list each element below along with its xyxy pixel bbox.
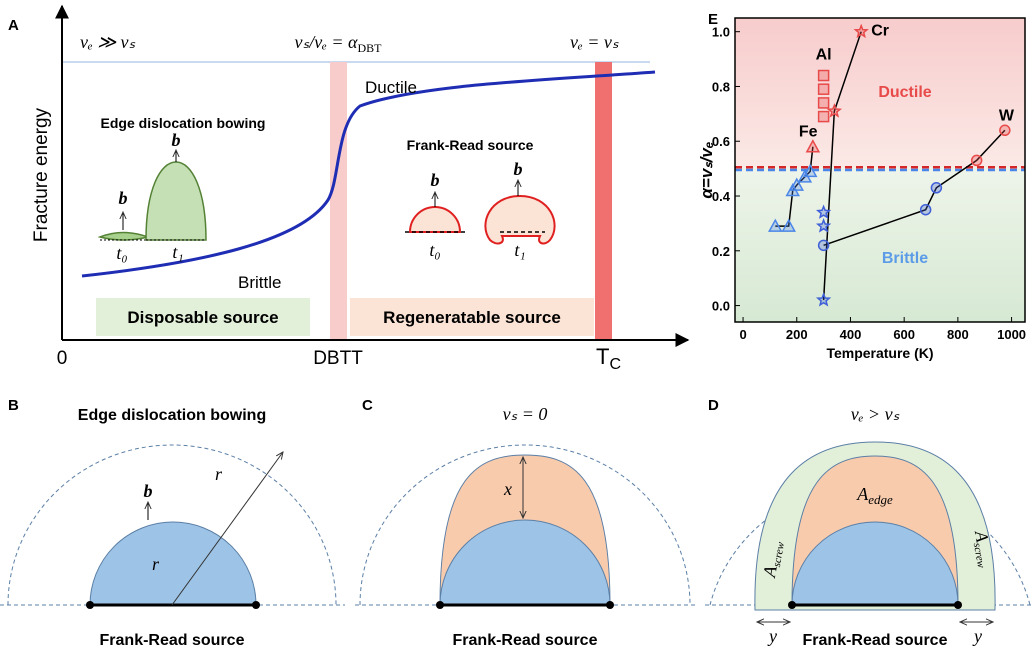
x-tick-label: 800 xyxy=(947,327,969,342)
caption: Frank-Read source xyxy=(100,632,245,649)
brittle-region xyxy=(735,167,1025,322)
square-marker xyxy=(819,84,829,94)
ductile-label: Ductile xyxy=(365,78,417,97)
square-marker xyxy=(819,112,829,122)
fr-loop-large xyxy=(485,196,554,243)
x-tick-label: 600 xyxy=(893,327,915,342)
series-label: W xyxy=(999,107,1015,124)
y-label: y xyxy=(972,626,982,646)
panel-d: D vₑ > vₛ Aedge Ascrew Ascrew y y Frank-… xyxy=(705,397,1033,649)
caption: Frank-Read source xyxy=(453,632,598,649)
pin xyxy=(252,601,260,609)
caption: Frank-Read source xyxy=(803,632,948,649)
burgers-label: b xyxy=(431,170,440,190)
time-label: t₁ xyxy=(514,240,525,260)
x-tick-label: 0 xyxy=(739,327,746,342)
region-label: Ductile xyxy=(878,84,931,101)
pin xyxy=(788,601,796,609)
pin xyxy=(606,601,614,609)
panel-title: vₑ > vₛ xyxy=(851,404,900,424)
tc-main: T xyxy=(596,344,609,369)
source-label: Disposable source xyxy=(127,308,278,327)
panel-letter: A xyxy=(8,17,19,34)
time-label: t₀ xyxy=(116,243,127,263)
panel-letter: C xyxy=(362,397,373,414)
radius-label: r xyxy=(152,554,160,574)
x-tick-label: 400 xyxy=(840,327,862,342)
panel-title: vₛ = 0 xyxy=(503,404,548,424)
y-label: y xyxy=(767,626,777,646)
panel-e: E α=vₛ/vₑ Temperature (K) DuctileBrittle… xyxy=(697,11,1026,361)
figure: A Fracture energy vₑ ≫ vₛ vₛ/vₑ = αDBT v… xyxy=(0,0,1033,652)
regime-label: vₛ/vₑ = αDBT xyxy=(294,32,382,55)
panel-letter: B xyxy=(8,397,19,414)
time-label: t₁ xyxy=(172,242,183,262)
panel-c: C vₛ = 0 x Frank-Read source xyxy=(355,397,695,649)
square-marker xyxy=(819,98,829,108)
circle-marker xyxy=(931,183,941,193)
edge-loop-large xyxy=(146,162,206,240)
pin xyxy=(86,601,94,609)
panel-b: B Edge dislocation bowing b r r Frank-Re… xyxy=(0,397,345,649)
pin xyxy=(954,601,962,609)
dislocation-loop xyxy=(90,522,256,605)
edge-loop-small xyxy=(100,233,148,241)
tc-band xyxy=(595,62,612,340)
series-label: Cr xyxy=(871,23,889,40)
y-tick-label: 1.0 xyxy=(712,25,730,40)
x-tick-label: 200 xyxy=(786,327,808,342)
source-label: Regeneratable source xyxy=(383,308,561,327)
y-tick-label: 0.6 xyxy=(712,134,730,149)
math-sub: DBT xyxy=(358,41,383,55)
x-tick-label: 0 xyxy=(57,348,68,369)
time-label: t₀ xyxy=(429,240,440,260)
series-label: Fe xyxy=(799,124,818,141)
y-tick-label: 0.0 xyxy=(712,299,730,314)
fr-loop-small xyxy=(410,207,460,232)
circle-marker xyxy=(1000,125,1010,135)
x-axis-label: Temperature (K) xyxy=(826,345,933,361)
regime-label: vₑ = vₛ xyxy=(570,32,619,52)
circle-marker xyxy=(819,240,829,250)
y-tick-label: 0.4 xyxy=(712,189,731,204)
burgers-label: b xyxy=(514,159,523,179)
y-axis-label: Fracture energy xyxy=(31,107,52,242)
circle-marker xyxy=(972,155,982,165)
tc-sub: C xyxy=(609,356,621,373)
region-label: Brittle xyxy=(882,250,928,267)
math: vₛ/vₑ = α xyxy=(294,32,358,52)
circle-marker xyxy=(921,205,931,215)
fr-title: Frank-Read source xyxy=(407,137,534,153)
series-label: Al xyxy=(816,47,832,64)
pin xyxy=(436,601,444,609)
math-sub: edge xyxy=(868,492,893,507)
panel-title: Edge dislocation bowing xyxy=(78,407,266,424)
burgers-label: b xyxy=(172,130,181,150)
square-marker xyxy=(819,71,829,81)
x-tick-label: 1000 xyxy=(997,327,1026,342)
y-tick-label: 0.8 xyxy=(712,79,730,94)
panel-a: A Fracture energy vₑ ≫ vₛ vₛ/vₑ = αDBT v… xyxy=(8,6,688,373)
panel-letter: D xyxy=(708,397,719,414)
x-tick-label: TC xyxy=(596,344,621,373)
burgers-label: b xyxy=(119,188,128,208)
radius-label: r xyxy=(215,464,223,484)
y-tick-label: 0.2 xyxy=(712,244,730,259)
edge-title: Edge dislocation bowing xyxy=(101,115,266,131)
brittle-label: Brittle xyxy=(238,273,281,292)
dbtt-band xyxy=(330,62,347,340)
x-tick-label: DBTT xyxy=(313,348,363,369)
x-label: x xyxy=(503,479,512,499)
burgers-label: b xyxy=(144,481,153,501)
regime-label: vₑ ≫ vₛ xyxy=(80,32,136,52)
